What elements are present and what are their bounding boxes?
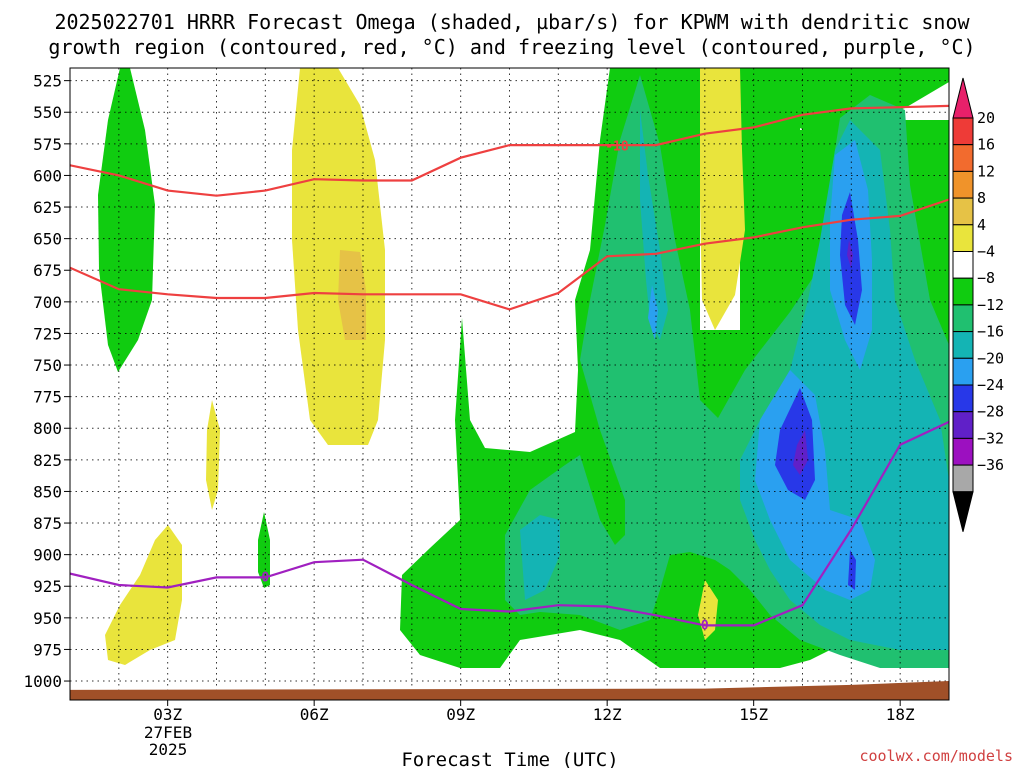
colorbar-segment-0	[952, 117, 974, 146]
y-tick-label-525: 525	[33, 72, 62, 91]
colorbar-arrow-top	[952, 77, 974, 119]
omega-region-yellow-blob-a	[206, 400, 220, 510]
colorbar-segment-5	[952, 251, 974, 279]
y-tick-label-700: 700	[33, 293, 62, 312]
freezing-level-label-a: 0	[261, 570, 269, 585]
colorbar-label-9: −20	[977, 349, 1004, 367]
omega-region-green-small	[258, 512, 270, 588]
y-tick-label-775: 775	[33, 388, 62, 407]
y-tick-label-650: 650	[33, 230, 62, 249]
y-tick-label-900: 900	[33, 546, 62, 565]
y-tick-label-1000: 1000	[23, 672, 62, 691]
colorbar-segment-3	[952, 197, 974, 226]
colorbar-segment-13	[952, 464, 974, 493]
x-tick-label-18Z: 18Z	[886, 705, 915, 724]
colorbar-arrow-bottom	[952, 491, 974, 532]
omega-region-green-left	[98, 68, 155, 372]
x-axis-label: Forecast Time (UTC)	[401, 749, 618, 768]
y-axis: 525 550 575 600 625 650 675 700 725 750 775 800 825 8…	[23, 72, 70, 691]
freezing-level-label-b: 0	[701, 618, 709, 633]
x-tick-label-03Z: 03Z	[153, 705, 182, 724]
x-tick-label-09Z: 09Z	[446, 705, 475, 724]
x-tick-label-12Z: 12Z	[593, 705, 622, 724]
y-tick-label-925: 925	[33, 577, 62, 596]
y-tick-label-750: 750	[33, 356, 62, 375]
isotherm-minus18-line	[70, 104, 949, 197]
colorbar-segment-8	[952, 331, 974, 359]
omega-region-purple	[793, 240, 853, 475]
colorbar-segment-11	[952, 411, 974, 439]
colorbar-label-2: 12	[977, 162, 995, 180]
gridlines	[70, 68, 949, 700]
colorbar-label-11: −28	[977, 403, 1004, 421]
plot-border	[69, 67, 950, 701]
x-date-line-2: 2025	[149, 740, 188, 759]
y-tick-label-800: 800	[33, 419, 62, 438]
colorbar-segment-12	[952, 437, 974, 466]
colorbar-label-3: 8	[977, 189, 986, 207]
colorbar-label-4: 4	[977, 216, 986, 234]
x-axis: 03Z 06Z 09Z 12Z 15Z 18Z	[153, 700, 915, 724]
colorbar-label-0: 20	[977, 109, 995, 127]
terrain-surface	[70, 681, 949, 700]
y-tick-label-550: 550	[33, 103, 62, 122]
y-tick-label-675: 675	[33, 261, 62, 280]
colorbar-segment-2	[952, 170, 974, 199]
omega-region-yellow-blob-b	[105, 525, 182, 665]
y-tick-label-850: 850	[33, 482, 62, 501]
credit-label: coolwx.com/models	[859, 747, 1013, 765]
colorbar-segment-4	[952, 224, 974, 253]
colorbar-label-1: 16	[977, 136, 995, 154]
colorbar-label-5: −4	[977, 243, 995, 261]
colorbar-label-12: −32	[977, 429, 1004, 447]
chart-title-line2: growth region (contoured, red, °C) and f…	[48, 35, 975, 59]
isotherm-minus12-line	[70, 198, 949, 311]
omega-region-darkblue	[775, 192, 862, 590]
x-tick-label-06Z: 06Z	[300, 705, 329, 724]
colorbar-segment-7	[952, 304, 974, 333]
colorbar-label-6: −8	[977, 269, 995, 287]
y-tick-label-825: 825	[33, 451, 62, 470]
y-tick-label-725: 725	[33, 324, 62, 343]
freezing-level-line	[70, 420, 949, 627]
contour-lines: -18 0 0	[70, 104, 949, 633]
colorbar-segment-10	[952, 384, 974, 413]
chart-title-line1: 2025022701 HRRR Forecast Omega (shaded, …	[54, 10, 970, 34]
colorbar-segment-1	[952, 144, 974, 172]
omega-region-lightblue	[648, 140, 875, 600]
colorbar-label-10: −24	[977, 376, 1004, 394]
plot-area: -18 0 0	[70, 68, 949, 700]
y-tick-label-875: 875	[33, 514, 62, 533]
x-date-line-1: 27FEB	[144, 723, 192, 742]
y-tick-label-975: 975	[33, 640, 62, 659]
omega-region-yellow-col-a	[292, 68, 385, 445]
x-tick-label-15Z: 15Z	[739, 705, 768, 724]
colorbar-segment-9	[952, 357, 974, 386]
colorbar: 20 16 12 8 4 −4 −8 −12 −16 −20 −24 −28 −32 −36	[952, 77, 1004, 532]
y-tick-label-600: 600	[33, 166, 62, 185]
colorbar-label-13: −36	[977, 456, 1004, 474]
y-tick-label-625: 625	[33, 198, 62, 217]
y-tick-label-575: 575	[33, 135, 62, 154]
colorbar-label-8: −16	[977, 323, 1004, 341]
colorbar-label-7: −12	[977, 296, 1004, 314]
isotherm-minus18-label: -18	[605, 139, 629, 154]
colorbar-segment-6	[952, 277, 974, 306]
y-tick-label-950: 950	[33, 609, 62, 628]
